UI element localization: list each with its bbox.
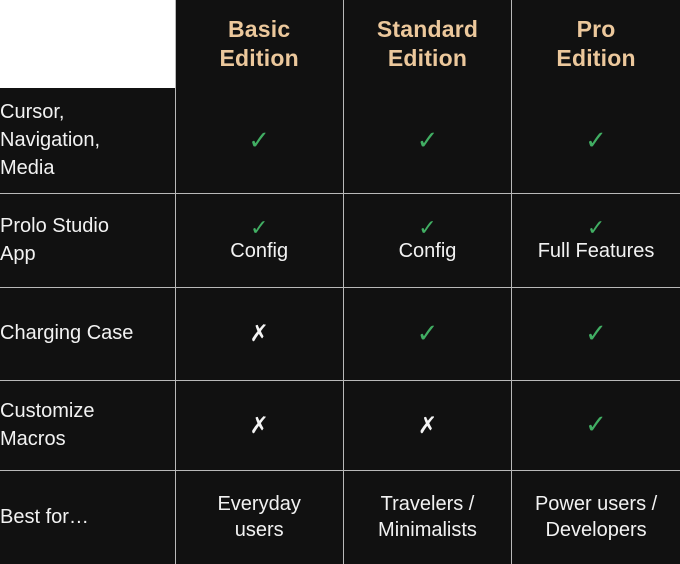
cell-text-line: Config [398, 240, 457, 263]
cell-basic: Everyday users [174, 469, 344, 564]
check-icon: ✓ [418, 214, 437, 240]
cell-text: Config [344, 238, 511, 264]
column-header-pro-line2: Edition [556, 45, 636, 71]
cell-basic: ✓ [174, 88, 344, 194]
cell-text-line: Minimalists [378, 519, 477, 542]
cell-standard: ✗ [342, 379, 513, 471]
column-header-standard: Standard Edition [342, 0, 513, 88]
column-header-pro-line1: Pro [576, 15, 616, 42]
check-icon: ✓ [585, 409, 607, 440]
feature-label-line: Customize [0, 399, 95, 422]
table-row: Charging Case ✗ ✓ ✓ [0, 286, 680, 381]
cell-text: Travelers / Minimalists [344, 491, 511, 543]
cell-text: Everyday users [176, 491, 343, 543]
cell-text-line: Developers [545, 519, 647, 542]
feature-label-line: Best for… [0, 506, 89, 529]
feature-label-line: Navigation, [0, 129, 101, 152]
cell-text-line: Config [230, 240, 289, 263]
cell-text: Power users / Developers [512, 491, 680, 543]
feature-label-cell: Prolo Studio App [0, 192, 176, 288]
cell-text-line: Power users / [534, 493, 658, 516]
feature-label-line: Cursor, [0, 100, 65, 123]
cell-basic: ✓ Config [174, 192, 344, 288]
cell-text-line: Everyday [217, 493, 301, 516]
feature-label-line: Macros [0, 428, 66, 450]
cell-standard: ✓ [342, 286, 513, 381]
table-row: Customize Macros ✗ ✗ ✓ [0, 379, 680, 471]
cross-icon: ✗ [417, 411, 438, 438]
table-row: Best for… Everyday users Travelers / Minimal… [0, 469, 680, 564]
feature-label-line: Prolo Studio [0, 214, 109, 237]
column-header-basic-line2: Edition [219, 45, 299, 71]
check-icon: ✓ [416, 124, 439, 155]
cell-text-line: Full Features [537, 240, 655, 263]
check-icon: ✓ [585, 124, 607, 155]
cell-pro: ✓ [511, 286, 680, 381]
cell-basic: ✗ [174, 286, 344, 381]
cell-pro: ✓ [511, 88, 680, 194]
table-corner-cell [0, 0, 176, 88]
cell-text-line: users [234, 519, 284, 542]
cell-text-line: Travelers / [380, 493, 475, 516]
table-row: Prolo Studio App ✓ Config ✓ Config ✓ Full Featu… [0, 192, 680, 288]
check-icon: ✓ [249, 214, 269, 240]
cell-standard: ✓ Config [342, 192, 513, 288]
check-icon: ✓ [248, 124, 271, 155]
cell-pro: ✓ [511, 379, 680, 471]
check-icon: ✓ [586, 214, 606, 240]
column-header-standard-line1: Standard [376, 15, 479, 42]
feature-label-cell: Cursor, Navigation, Media [0, 88, 176, 194]
column-header-basic-line1: Basic [227, 15, 291, 42]
feature-label-cell: Best for… [0, 469, 176, 564]
feature-label-line: Media [0, 157, 55, 180]
feature-label-cell: Customize Macros [0, 379, 176, 471]
cell-text: Config [176, 238, 343, 264]
cell-pro: ✓ Full Features [511, 192, 680, 288]
column-header-standard-line2: Edition [387, 45, 468, 71]
feature-label-line: App [0, 243, 36, 265]
cell-standard: ✓ [342, 88, 513, 194]
column-header-pro: Pro Edition [511, 0, 680, 88]
check-icon: ✓ [416, 317, 439, 348]
table-row: Cursor, Navigation, Media ✓ ✓ ✓ [0, 88, 680, 194]
check-icon: ✓ [585, 317, 607, 348]
table-header-row: Basic Edition Standard Edition Pro Editi… [0, 0, 680, 88]
cell-standard: Travelers / Minimalists [342, 469, 513, 564]
feature-label-cell: Charging Case [0, 286, 176, 381]
cell-basic: ✗ [174, 379, 344, 471]
cell-text: Full Features [512, 238, 680, 264]
cell-pro: Power users / Developers [511, 469, 680, 564]
cross-icon: ✗ [249, 411, 269, 438]
feature-label-line: Charging Case [0, 322, 134, 345]
column-header-basic: Basic Edition [174, 0, 344, 88]
cross-icon: ✗ [249, 320, 269, 347]
